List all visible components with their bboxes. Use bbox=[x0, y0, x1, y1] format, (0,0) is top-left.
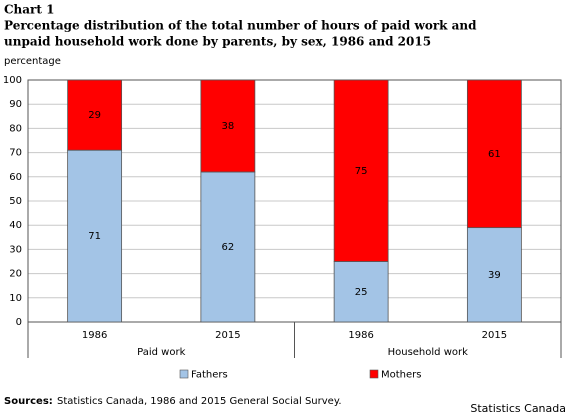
bar-segment bbox=[200, 79, 256, 173]
y-axis-label: percentage bbox=[4, 56, 61, 67]
bar-segment bbox=[67, 149, 123, 323]
y-tick-label: 0 bbox=[16, 317, 22, 328]
bar-segment bbox=[67, 79, 123, 151]
y-tick-label: 10 bbox=[9, 293, 22, 304]
bar-segment bbox=[333, 79, 389, 262]
data-label: 39 bbox=[488, 270, 501, 281]
data-label: 25 bbox=[355, 287, 368, 298]
y-tick-label: 30 bbox=[9, 244, 22, 255]
y-tick-label: 70 bbox=[9, 148, 22, 159]
data-label: 75 bbox=[355, 166, 368, 177]
legend-swatch bbox=[369, 369, 379, 379]
bar-segment bbox=[466, 227, 522, 323]
bar-segment bbox=[466, 79, 522, 229]
chart-title: unpaid household work done by parents, b… bbox=[4, 35, 431, 49]
data-label: 61 bbox=[488, 149, 501, 160]
chart-title: Percentage distribution of the total num… bbox=[4, 19, 477, 33]
x-tick-label: 2015 bbox=[482, 330, 507, 341]
y-tick-label: 100 bbox=[3, 75, 22, 86]
y-tick-label: 60 bbox=[9, 172, 22, 183]
legend-label: Mothers bbox=[381, 370, 421, 381]
x-tick-label: 2015 bbox=[215, 330, 240, 341]
sources-label: Sources: bbox=[4, 396, 53, 407]
legend-label: Fathers bbox=[191, 370, 228, 381]
y-tick-label: 40 bbox=[9, 220, 22, 231]
y-tick-label: 80 bbox=[9, 123, 22, 134]
chart-label: Chart 1 bbox=[4, 3, 54, 17]
group-label: Household work bbox=[388, 347, 469, 358]
y-tick-label: 20 bbox=[9, 269, 22, 280]
x-tick-label: 1986 bbox=[348, 330, 373, 341]
credit: Statistics Canada bbox=[470, 402, 566, 415]
y-tick-label: 50 bbox=[9, 196, 22, 207]
bar-segment bbox=[200, 171, 256, 323]
y-tick-label: 90 bbox=[9, 99, 22, 110]
legend-swatch bbox=[179, 369, 189, 379]
x-tick-label: 1986 bbox=[82, 330, 107, 341]
data-label: 38 bbox=[222, 121, 235, 132]
group-label: Paid work bbox=[137, 347, 185, 358]
data-label: 62 bbox=[222, 242, 235, 253]
data-label: 71 bbox=[88, 231, 101, 242]
data-label: 29 bbox=[88, 110, 101, 121]
source: Statistics Canada, 1986 and 2015 General… bbox=[57, 396, 342, 407]
